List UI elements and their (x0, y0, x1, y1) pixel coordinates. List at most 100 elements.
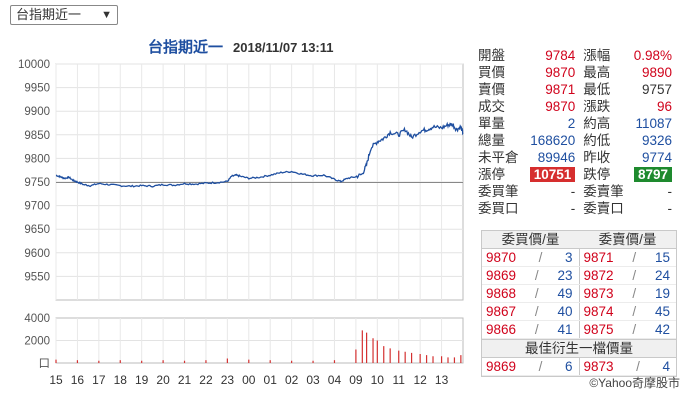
price-tick-label: 9750 (24, 177, 50, 189)
quote-value: 96 (656, 99, 672, 114)
quote-value: - (570, 201, 576, 216)
order-book-row: 9866 / 41 9875 / 42 (482, 321, 676, 339)
slash-separator: / (534, 304, 539, 319)
slash-separator: / (632, 286, 637, 301)
quote-row: 開盤 9784 漲幅 0.98% (477, 47, 679, 64)
quote-table: 開盤 9784 漲幅 0.98% 買價 9870 最高 9890 賣價 9871 最低 9757 成交 9… (477, 47, 679, 217)
quote-label: 委買筆 (478, 184, 519, 199)
quote-row: 買價 9870 最高 9890 (477, 64, 679, 81)
volume-tick-label: 2000 (24, 336, 50, 348)
quote-row: 未平倉 89946 昨收 9774 (477, 149, 679, 166)
chevron-down-icon: ▼ (101, 9, 112, 21)
bid-qty: 40 (557, 304, 573, 319)
quote-row: 總量 168620 約低 9326 (477, 132, 679, 149)
order-book-row: 9870 / 3 9871 / 15 (482, 249, 676, 267)
bid-qty: 3 (564, 250, 573, 265)
best-bid-price: 9869 (486, 359, 517, 374)
x-tick-label: 22 (199, 373, 213, 387)
slash-separator: / (632, 250, 637, 265)
quote-label: 漲停 (478, 167, 505, 182)
x-tick-label: 23 (221, 373, 235, 387)
slash-separator: / (534, 268, 539, 283)
quote-label: 委賣口 (583, 201, 624, 216)
ask-qty: 19 (654, 286, 670, 301)
bid-header: 委買價/量 (501, 232, 560, 247)
ask-qty: 45 (654, 304, 670, 319)
order-book-row: 9868 / 49 9873 / 19 (482, 285, 676, 303)
ask-price: 9875 (583, 322, 614, 337)
quote-row: 賣價 9871 最低 9757 (477, 81, 679, 98)
x-tick-label: 01 (264, 373, 278, 387)
ask-qty: 15 (654, 250, 670, 265)
price-tick-label: 9900 (24, 106, 50, 118)
x-tick-label: 09 (349, 373, 363, 387)
x-tick-label: 21 (178, 373, 192, 387)
x-tick-label: 18 (114, 373, 128, 387)
quote-label: 未平倉 (478, 150, 519, 165)
quote-label: 約高 (583, 116, 611, 131)
x-tick-label: 02 (285, 373, 299, 387)
quote-label: 昨收 (583, 150, 611, 165)
x-tick-label: 00 (242, 373, 256, 387)
quote-row: 委買筆 - 委賣筆 - (477, 183, 679, 200)
quote-label: 委賣筆 (583, 184, 624, 199)
quote-value: 9774 (641, 150, 672, 165)
quote-label: 單量 (478, 116, 505, 131)
x-tick-label: 13 (435, 373, 449, 387)
quote-value: 11087 (635, 116, 672, 131)
bid-price: 9869 (486, 268, 517, 283)
best-ask-qty: 4 (662, 359, 670, 374)
price-tick-label: 9700 (24, 201, 50, 213)
quote-row: 成交 9870 漲跌 96 (477, 98, 679, 115)
ask-qty: 42 (654, 322, 670, 337)
best-level-row: 9869 / 6 9873 / 4 (482, 358, 676, 376)
slash-separator: / (534, 286, 539, 301)
x-tick-label: 16 (71, 373, 85, 387)
slash-separator: / (534, 322, 539, 337)
copyright-text: ©Yahoo奇摩股市 (589, 376, 680, 390)
quote-value: 89946 (537, 150, 576, 165)
bid-price: 9868 (486, 286, 517, 301)
x-tick-label: 11 (393, 373, 406, 387)
ask-price: 9871 (583, 250, 614, 265)
market-select-value: 台指期近一 (16, 7, 82, 22)
price-tick-label: 9550 (24, 271, 50, 283)
bid-qty: 41 (557, 322, 573, 337)
market-select[interactable]: 台指期近一 ▼ (10, 5, 118, 25)
quote-label: 賣價 (478, 82, 505, 97)
x-tick-label: 17 (92, 373, 106, 387)
price-tick-label: 9950 (24, 83, 50, 95)
price-tick-label: 9600 (24, 248, 50, 260)
quote-label: 買價 (478, 65, 505, 80)
order-book-header: 委買價/量 委賣價/量 (482, 231, 676, 249)
x-tick-label: 03 (306, 373, 320, 387)
slash-separator: / (632, 304, 637, 319)
quote-value: 0.98% (633, 48, 672, 63)
quote-label: 成交 (478, 99, 505, 114)
quote-row: 漲停 10751 跌停 8797 (477, 166, 679, 183)
quote-value: 9757 (641, 82, 672, 97)
ask-price: 9873 (583, 286, 614, 301)
volume-tick-label: 4000 (24, 313, 50, 325)
x-tick-label: 15 (49, 373, 63, 387)
quote-value: - (667, 201, 673, 216)
quote-value: - (570, 184, 576, 199)
price-tick-label: 9650 (24, 224, 50, 236)
x-tick-label: 04 (328, 373, 342, 387)
quote-label: 最高 (583, 65, 611, 80)
slash-separator: / (632, 268, 637, 283)
slash-separator: / (632, 322, 637, 337)
slash-separator: / (538, 250, 543, 265)
price-tick-label: 10000 (18, 59, 50, 71)
bid-price: 9866 (486, 322, 517, 337)
price-tick-label: 9800 (24, 153, 50, 165)
bid-price: 9867 (486, 304, 517, 319)
quote-value: - (667, 184, 673, 199)
quote-value: 168620 (530, 133, 576, 148)
bid-qty: 23 (557, 268, 573, 283)
quote-value: 9871 (545, 82, 576, 97)
quote-value: 2 (567, 116, 576, 131)
ask-price: 9872 (583, 268, 614, 283)
order-book: 委買價/量 委賣價/量 9870/3 9871/15 9869/23 9872/24 9… (481, 230, 677, 377)
